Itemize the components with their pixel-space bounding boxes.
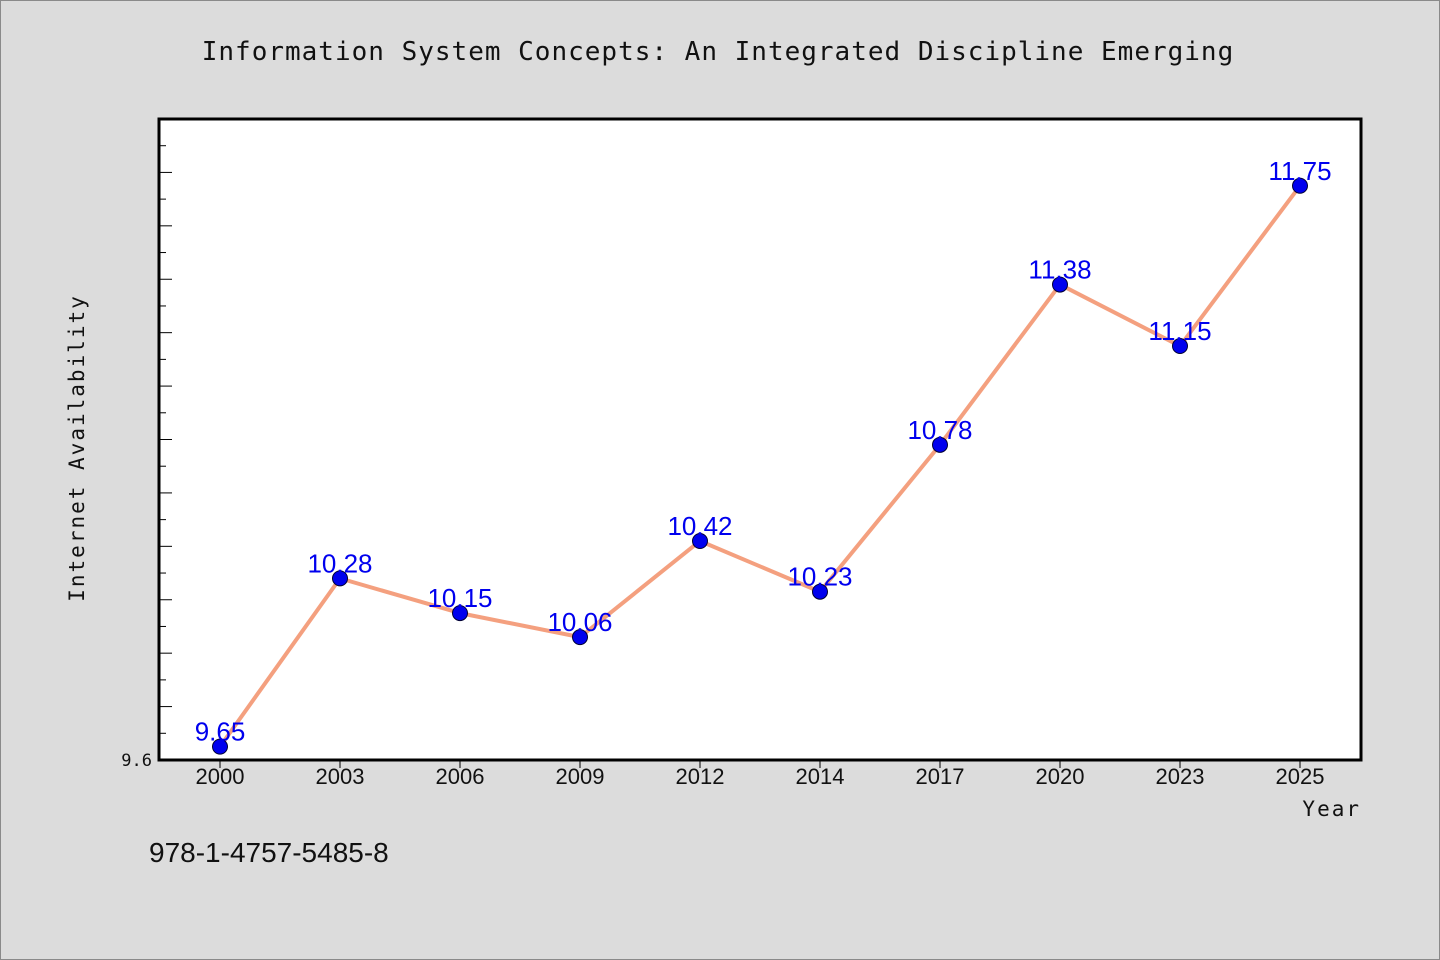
data-point	[332, 570, 348, 587]
data-point	[1292, 177, 1308, 194]
y-tick-label: 9.6	[121, 751, 152, 771]
isbn-text: 978-1-4757-5485-8	[149, 837, 389, 868]
data-point	[452, 605, 468, 622]
data-labels: 9.65 10.28 10.15 10.06 10.42 10.23 10.78 11.38 1…	[195, 156, 1332, 747]
series-line-group	[218, 184, 1302, 748]
plot-area	[157, 117, 1363, 762]
x-tick-label: 2006	[436, 764, 485, 789]
data-point	[1052, 276, 1068, 293]
x-tick-label: 2012	[676, 764, 725, 789]
x-tick-label: 2003	[316, 764, 365, 789]
data-point	[1172, 338, 1188, 355]
data-label: 9.65	[195, 717, 246, 747]
y-axis-label: Internet Availability	[65, 294, 89, 602]
x-tick-label: 2000	[196, 764, 245, 789]
data-label: 10.23	[787, 562, 852, 592]
data-label: 10.42	[667, 511, 732, 541]
x-tick-label: 2025	[1276, 764, 1325, 789]
data-label: 11.38	[1028, 255, 1091, 285]
x-axis-label: Year	[1302, 797, 1361, 821]
data-label: 10.15	[427, 583, 492, 613]
data-label: 10.06	[547, 607, 612, 637]
data-label: 11.15	[1148, 316, 1211, 346]
x-tick-label: 2020	[1036, 764, 1085, 789]
chart-title: Information System Concepts: An Integrat…	[202, 37, 1235, 67]
data-label: 11.75	[1268, 156, 1331, 186]
x-tick-label: 2009	[556, 764, 605, 789]
x-axis-ticks: 2000 2003 2006 2009 2012 2014 2017 2020 2023 2025	[196, 760, 1325, 789]
x-tick-label: 2023	[1156, 764, 1205, 789]
data-point	[572, 629, 588, 646]
data-point	[932, 436, 948, 453]
y-axis-ticks	[159, 118, 172, 761]
series-line	[218, 184, 1302, 748]
data-label: 10.28	[307, 548, 372, 578]
data-point	[212, 738, 228, 755]
data-point	[692, 532, 708, 549]
data-label: 10.78	[907, 415, 972, 445]
x-tick-label: 2014	[796, 764, 845, 789]
series-markers	[212, 177, 1308, 755]
data-point	[812, 583, 828, 600]
x-tick-label: 2017	[916, 764, 965, 789]
